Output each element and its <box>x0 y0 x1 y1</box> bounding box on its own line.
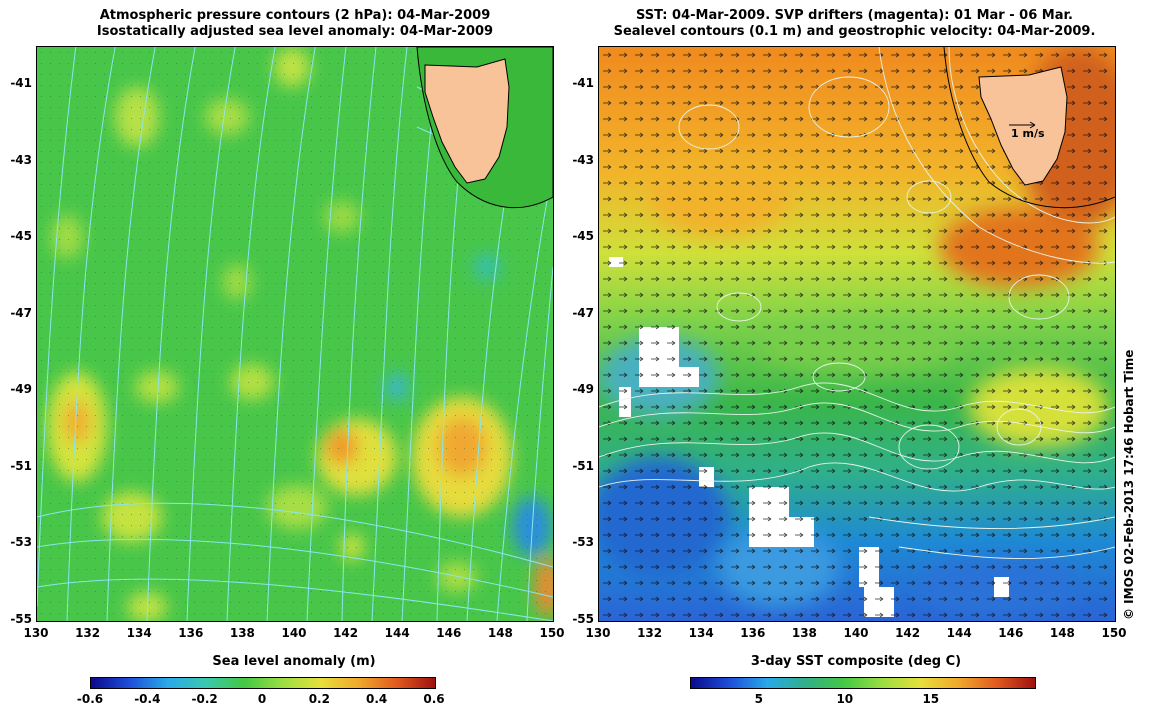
axis-tick-label: 130 <box>585 626 611 640</box>
axis-tick-label: 140 <box>281 626 307 640</box>
axis-tick-label: 0.4 <box>366 692 388 706</box>
right-colorbar <box>690 677 1036 689</box>
axis-tick-label: -53 <box>10 535 32 550</box>
left-colorbar-label: Sea level anomaly (m) <box>212 654 376 669</box>
axis-tick-label: -49 <box>572 382 594 397</box>
axis-tick-label: 15 <box>922 692 940 706</box>
axis-tick-label: -47 <box>10 305 32 320</box>
left-title-line2: Isostatically adjusted sea level anomaly… <box>96 24 494 39</box>
axis-tick-label: 144 <box>384 626 410 640</box>
axis-tick-label: 148 <box>487 626 513 640</box>
axis-tick-label: 142 <box>333 626 359 640</box>
axis-tick-label: -43 <box>10 152 32 167</box>
credit-text: © IMOS 02-Feb-2013 17:46 Hobart Time <box>1122 349 1136 620</box>
tasmania-left <box>416 47 553 209</box>
sea-level-anomaly-svg <box>37 47 553 621</box>
axis-tick-label: -0.4 <box>134 692 161 706</box>
axis-tick-label: 136 <box>740 626 766 640</box>
right-panel-title: SST: 04-Mar-2009. SVP drifters (magenta)… <box>592 8 1117 40</box>
axis-tick-label: -41 <box>10 76 32 91</box>
axis-tick-label: 150 <box>539 626 565 640</box>
left-panel-title: Atmospheric pressure contours (2 hPa): 0… <box>30 8 560 40</box>
axis-tick-label: 150 <box>1101 626 1127 640</box>
axis-tick-label: 10 <box>836 692 854 706</box>
pressure-contours <box>37 47 553 621</box>
axis-tick-label: -55 <box>572 612 594 626</box>
axis-tick-label: -45 <box>10 229 32 244</box>
axis-tick-label: 132 <box>637 626 663 640</box>
axis-tick-label: -51 <box>10 458 32 473</box>
axis-tick-label: 0.6 <box>423 692 445 706</box>
left-colorbar <box>90 677 436 689</box>
axis-tick-label: 5 <box>754 692 763 706</box>
axis-tick-label: 138 <box>791 626 817 640</box>
axis-tick-label: 140 <box>843 626 869 640</box>
right-title-line2: Sealevel contours (0.1 m) and geostrophi… <box>613 24 1096 39</box>
axis-tick-label: -45 <box>572 229 594 244</box>
tasmania-right <box>943 47 1115 209</box>
axis-tick-label: 146 <box>436 626 462 640</box>
velocity-scale-arrow <box>1009 121 1036 129</box>
axis-tick-label: -47 <box>572 305 594 320</box>
axis-tick-label: -0.6 <box>76 692 104 706</box>
axis-tick-label: 134 <box>126 626 152 640</box>
sea-level-anomaly-map <box>36 46 554 622</box>
velocity-scale-label: 1 m/s <box>1011 127 1045 140</box>
axis-tick-label: 0 <box>257 692 267 706</box>
sst-svg <box>599 47 1115 621</box>
axis-tick-label: 134 <box>688 626 714 640</box>
axis-tick-label: -51 <box>572 458 594 473</box>
axis-tick-label: -43 <box>572 152 594 167</box>
axis-tick-label: -49 <box>10 382 32 397</box>
axis-tick-label: 142 <box>895 626 921 640</box>
axis-tick-label: 148 <box>1049 626 1075 640</box>
axis-tick-label: -41 <box>572 76 594 91</box>
tasmania-land-left <box>424 58 510 184</box>
sst-map: 1 m/s <box>598 46 1116 622</box>
right-colorbar-label: 3-day SST composite (deg C) <box>750 654 962 669</box>
axis-tick-label: 132 <box>75 626 101 640</box>
axis-tick-label: 144 <box>946 626 972 640</box>
tasmania-land-right <box>978 66 1068 186</box>
axis-tick-label: 130 <box>23 626 49 640</box>
left-title-line1: Atmospheric pressure contours (2 hPa): 0… <box>99 8 491 23</box>
axis-tick-label: -0.2 <box>191 692 218 706</box>
axis-tick-label: 136 <box>178 626 204 640</box>
right-title-line1: SST: 04-Mar-2009. SVP drifters (magenta)… <box>636 8 1073 23</box>
sealevel-contours <box>599 47 1115 559</box>
axis-tick-label: -55 <box>10 612 32 626</box>
axis-tick-label: 146 <box>998 626 1024 640</box>
axis-tick-label: 138 <box>229 626 255 640</box>
axis-tick-label: 0.2 <box>308 692 330 706</box>
axis-tick-label: -53 <box>572 535 594 550</box>
